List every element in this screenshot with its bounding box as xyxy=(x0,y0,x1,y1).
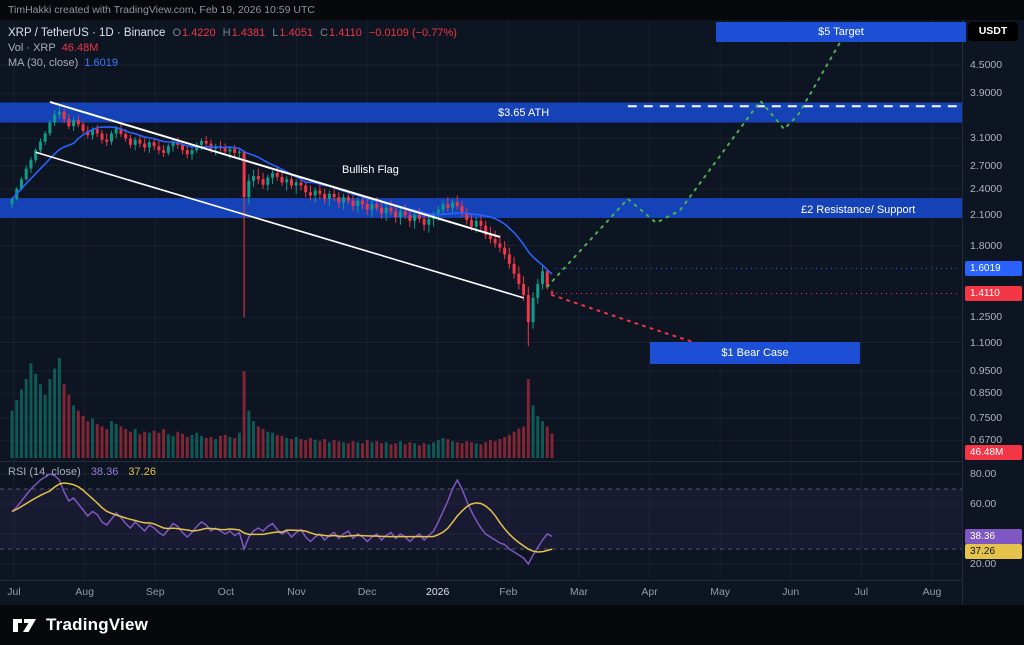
price-axis[interactable]: USDT 4.5000 3.9000 3.1000 2.7000 2.4000 2.100… xyxy=(962,20,1024,605)
price-tick-label: 60.00 xyxy=(970,498,997,510)
footer-bar: TradingView xyxy=(0,605,1024,645)
high-label: H xyxy=(222,27,231,39)
price-tick-label: 20.00 xyxy=(970,558,997,570)
rsi-ma-value: 37.26 xyxy=(128,466,156,478)
volume-label[interactable]: Vol · XRP xyxy=(8,42,56,54)
legend-ma-row: MA (30, close) 1.6019 xyxy=(8,56,457,71)
rsi-label[interactable]: RSI (14, close) xyxy=(8,466,81,478)
price-tick-label: 1.8000 xyxy=(970,239,1003,252)
open-value: 1.4220 xyxy=(182,27,216,39)
time-axis-label: Mar xyxy=(569,586,588,598)
ma-label[interactable]: MA (30, close) xyxy=(8,57,79,69)
ma-value: 1.6019 xyxy=(84,57,118,69)
close-label: C xyxy=(320,27,329,39)
price-tick-label: 0.6700 xyxy=(970,434,1003,447)
open-label: O xyxy=(172,27,182,39)
tradingview-logo-icon[interactable] xyxy=(12,614,38,636)
price-tick-label: 1.2500 xyxy=(970,311,1003,324)
change-value: −0.0109 (−0.77%) xyxy=(368,27,457,39)
time-axis-label: Dec xyxy=(357,586,377,598)
low-label: L xyxy=(272,27,279,39)
price-tick-label: 0.8500 xyxy=(970,387,1003,400)
price-tick-label: 0.7500 xyxy=(970,411,1003,424)
time-axis-label: Jun xyxy=(782,586,800,598)
ma-price-badge: 1.6019 xyxy=(965,260,1022,276)
currency-toggle-button[interactable]: USDT xyxy=(968,22,1018,41)
time-axis-label: Feb xyxy=(499,586,518,598)
bear-annotation-label: $1 Bear Case xyxy=(721,347,789,359)
time-axis-label: Oct xyxy=(217,586,235,598)
rsi-ma-badge: 37.26 xyxy=(965,543,1022,559)
volume-badge: 46.48M xyxy=(965,444,1022,460)
ath-annotation-label: $3.65 ATH xyxy=(498,107,550,119)
time-axis-label: Sep xyxy=(145,586,165,598)
price-tick-label: 2.7000 xyxy=(970,159,1003,172)
rsi-value: 38.36 xyxy=(90,466,119,478)
high-value: 1.4381 xyxy=(231,27,266,39)
price-tick-label: 2.1000 xyxy=(970,209,1003,222)
time-axis-label: May xyxy=(710,586,731,598)
legend-volume-row: Vol · XRP 46.48M xyxy=(8,41,457,56)
price-chart-svg[interactable] xyxy=(0,20,962,580)
price-tick-label: 2.4000 xyxy=(970,182,1003,195)
price-tick-label: 4.5000 xyxy=(970,59,1003,71)
attribution-bar: TimHakki created with TradingView.com, F… xyxy=(0,0,1024,20)
price-tick-label: 0.9500 xyxy=(970,365,1003,378)
last-price-badge: 1.4110 xyxy=(965,285,1022,301)
target-annotation-box[interactable]: $5 Target xyxy=(716,22,966,42)
bullish-flag-label: Bullish Flag xyxy=(342,164,399,176)
price-tick-label: 1.1000 xyxy=(970,336,1003,349)
price-tick-label: 3.1000 xyxy=(970,132,1003,145)
close-value: 1.4110 xyxy=(329,27,362,39)
low-value: 1.4051 xyxy=(279,27,314,39)
time-axis-label: 2026 xyxy=(426,586,450,598)
time-axis[interactable]: Jul Aug Sep Oct Nov Dec 2026 Feb Mar Apr May Jun Jul… xyxy=(0,580,962,605)
bear-annotation-box[interactable]: $1 Bear Case xyxy=(650,342,860,364)
price-tick-label: 80.00 xyxy=(970,468,997,480)
tradingview-logo-text[interactable]: TradingView xyxy=(46,615,149,634)
time-axis-label: Aug xyxy=(922,586,942,598)
volume-value: 46.48M xyxy=(61,42,99,54)
symbol-title[interactable]: XRP / TetherUS · 1D · Binance xyxy=(8,27,166,39)
time-axis-label: Jul xyxy=(7,586,21,598)
time-axis-label: Nov xyxy=(287,586,306,598)
price-tick-label: 3.9000 xyxy=(970,87,1003,100)
target-annotation-label: $5 Target xyxy=(818,26,864,38)
resistance-annotation-label: £2 Resistance/ Support xyxy=(801,204,916,216)
time-axis-label: Jul xyxy=(854,586,869,598)
attribution-text: TimHakki created with TradingView.com, F… xyxy=(8,4,315,16)
rsi-legend: RSI (14, close) 38.36 37.26 xyxy=(8,466,156,478)
rsi-badge: 38.36 xyxy=(965,528,1022,544)
time-axis-label: Aug xyxy=(75,586,94,598)
time-axis-label: Apr xyxy=(641,586,658,598)
